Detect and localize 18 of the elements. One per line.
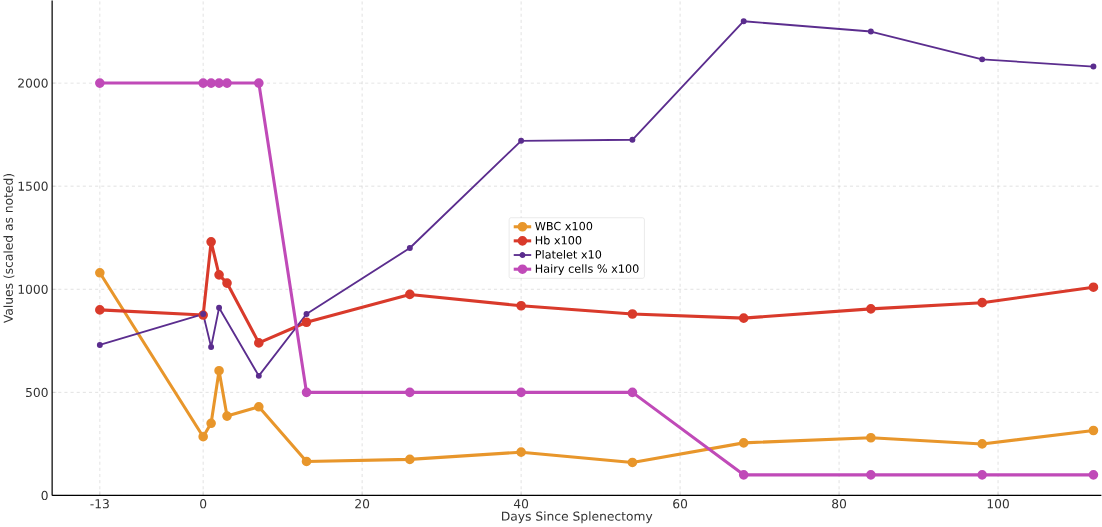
legend-label: WBC x100 xyxy=(535,222,593,231)
x-tick-label: -13 xyxy=(90,499,109,509)
x-axis-title: Days Since Splenectomy xyxy=(502,511,653,524)
x-tick-label: 0 xyxy=(200,499,207,509)
y-tick-label: 500 xyxy=(26,387,48,398)
y-tick-label: 1500 xyxy=(18,181,48,192)
y-tick-label: 2000 xyxy=(18,78,48,88)
y-axis-title: Values (scaled as noted) xyxy=(3,174,15,324)
x-tick-label: 100 xyxy=(987,499,1009,509)
x-tick-label: 80 xyxy=(832,499,847,509)
x-tick-label: 20 xyxy=(355,499,370,509)
legend-label: Platelet x10 xyxy=(535,250,602,259)
legend-label: Hb x100 xyxy=(535,236,582,245)
x-tick-label: 60 xyxy=(673,499,688,509)
y-tick-label: 0 xyxy=(41,491,48,501)
y-tick-label: 1000 xyxy=(18,284,48,295)
legend-label: Hairy cells % x100 xyxy=(535,264,639,276)
x-tick-label: 40 xyxy=(513,499,529,509)
